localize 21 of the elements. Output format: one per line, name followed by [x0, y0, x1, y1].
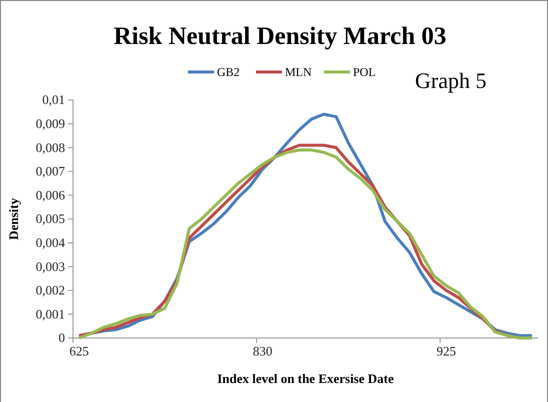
y-tick-label: 0,001: [36, 306, 65, 322]
y-tick-label: 0,004: [36, 234, 66, 250]
x-tick-label: 625: [69, 343, 89, 358]
y-tick-label: 0,006: [36, 187, 66, 202]
caption: Graph 5: [415, 68, 486, 93]
legend-label: MLN: [285, 65, 312, 79]
y-tick-label: 0,01: [42, 92, 65, 108]
y-tick-label: 0,008: [36, 140, 65, 155]
x-axis-title: Index level on the Exersise Date: [217, 371, 394, 386]
y-tick-label: 0,007: [36, 164, 66, 179]
x-tick-label: 830: [252, 343, 272, 358]
y-tick-label: 0,005: [36, 211, 65, 226]
y-tick-label: 0: [58, 330, 65, 346]
y-tick-label: 0,009: [36, 116, 65, 131]
y-axis-title: Density: [6, 198, 21, 240]
y-tick-label: 0,002: [36, 282, 65, 298]
legend-label: POL: [353, 65, 376, 79]
y-tick-label: 0,003: [36, 258, 65, 274]
chart-title: Risk Neutral Density March 03: [114, 23, 446, 50]
legend-label: GB2: [217, 65, 240, 79]
x-tick-label: 925: [436, 343, 456, 358]
